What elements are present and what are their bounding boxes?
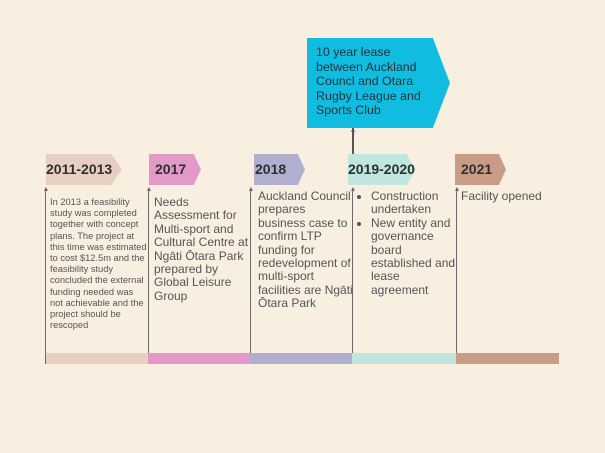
milestone-label: 2017 (155, 161, 187, 177)
milestone-2019-2020-description: Construction undertaken New entity and g… (356, 189, 456, 297)
milestone-label: 2021 (461, 161, 493, 177)
bullet-item: Construction undertaken (371, 189, 456, 217)
timeline-connector-line (454, 187, 459, 364)
milestone-label: 2019-2020 (348, 161, 415, 177)
timeline-bar-segment-2021 (456, 353, 559, 364)
timeline-connector-line (350, 187, 355, 364)
milestone-label: 2018 (255, 161, 287, 177)
timeline-connector-line (43, 187, 48, 364)
milestone-2011-2013-chevron: 2011-2013 (46, 154, 122, 185)
milestone-2019-2020-bullets: Construction undertaken New entity and g… (356, 189, 456, 297)
timeline-connector-line (146, 187, 151, 364)
milestone-2021-chevron: 2021 (455, 154, 506, 185)
timeline-bar-segment-2017 (148, 353, 250, 364)
timeline-connector-line (248, 187, 253, 356)
milestone-2018-description: Auckland Council prepares business case … (258, 189, 353, 311)
milestone-2011-2013-description: In 2013 a feasibility study was complete… (50, 197, 147, 331)
milestone-2018-chevron: 2018 (254, 154, 305, 185)
timeline-bar-segment-2011-2013 (46, 353, 148, 364)
bullet-item: New entity and governance board establis… (371, 216, 456, 297)
milestone-2019-2020-chevron: 2019-2020 (348, 154, 416, 185)
milestone-label: 2011-2013 (46, 161, 113, 177)
lease-callout: 10 year lease between Auckland Councl an… (307, 38, 450, 128)
lease-callout-text: 10 year lease between Auckland Councl an… (316, 45, 421, 117)
milestone-2021-description: Facility opened (461, 189, 542, 203)
milestone-2017-chevron: 2017 (149, 154, 201, 185)
timeline-bar-segment-2018 (250, 353, 352, 364)
timeline-bar-segment-2019-2020 (352, 353, 456, 364)
callout-leader-line (350, 128, 354, 154)
milestone-2017-description: Needs Assessment for Multi-sport and Cul… (154, 195, 249, 303)
